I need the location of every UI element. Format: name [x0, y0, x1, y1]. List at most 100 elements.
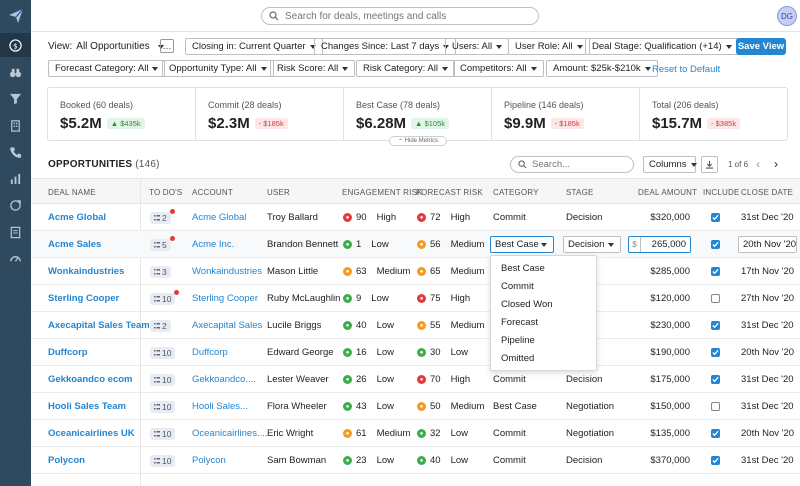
close-date-cell[interactable]: 31st Dec '20	[741, 212, 794, 223]
table-row[interactable]: Oceanicairlines UK 10 Oceanicairlines.... E…	[31, 420, 800, 447]
table-search[interactable]	[510, 156, 634, 173]
close-date-cell[interactable]: 31st Dec '20	[741, 320, 794, 331]
amount-input[interactable]: $265,000	[628, 236, 691, 253]
col-category[interactable]: CATEGORY	[493, 188, 539, 197]
columns-button[interactable]: Columns	[643, 156, 697, 173]
col-include[interactable]: INCLUDE	[703, 188, 740, 197]
sidebar-item-calls[interactable]	[0, 140, 31, 164]
table-row[interactable]: Gekkoandco ecom 10 Gekkoandco.... Lester We…	[31, 366, 800, 393]
chevron-left-icon[interactable]: ‹	[756, 157, 760, 171]
sidebar-item-analytics[interactable]	[0, 166, 31, 190]
filter-deal-stage[interactable]: Deal Stage: Qualification (+14)	[585, 38, 739, 55]
stage-cell[interactable]: Decision	[566, 455, 603, 466]
col-deal-amount[interactable]: DEAL AMOUNT	[638, 188, 698, 197]
deal-name-link[interactable]: Wonkaindustries	[48, 266, 125, 277]
filter-closing-in[interactable]: Closing in: Current Quarter	[185, 38, 323, 55]
dropdown-option-omitted[interactable]: Omitted	[501, 352, 535, 364]
global-search-input[interactable]	[285, 10, 525, 22]
sidebar-item-pipeline[interactable]	[0, 86, 31, 110]
amount-cell[interactable]: $190,000	[650, 347, 690, 358]
deal-name-link[interactable]: Axecapital Sales Team	[48, 320, 150, 331]
table-row[interactable]: Duffcorp 10 Duffcorp Edward George ● 16 Low ● 30…	[31, 339, 800, 366]
close-date-cell[interactable]: 20th Nov '20	[741, 428, 795, 439]
col-user[interactable]: USER	[267, 188, 291, 197]
account-link[interactable]: Duffcorp	[192, 347, 228, 358]
sidebar-item-dashboard[interactable]	[0, 246, 31, 270]
include-checkbox[interactable]	[711, 294, 720, 303]
close-date-cell[interactable]: 31st Dec '20	[741, 401, 794, 412]
include-checkbox[interactable]	[711, 402, 720, 411]
table-row[interactable]: Hooli Sales Team 10 Hooli Sales... Flora Wh…	[31, 393, 800, 420]
include-checkbox[interactable]	[711, 456, 720, 465]
export-button[interactable]	[701, 156, 718, 173]
view-selector[interactable]: View: All Opportunities	[48, 41, 164, 52]
close-date-cell[interactable]: 31st Dec '20	[741, 455, 794, 466]
amount-cell[interactable]: $320,000	[650, 212, 690, 223]
table-search-input[interactable]	[532, 159, 627, 170]
dropdown-option-forecast[interactable]: Forecast	[501, 316, 538, 328]
amount-cell[interactable]: $285,000	[650, 266, 690, 277]
stage-cell[interactable]: Decision	[566, 212, 603, 223]
account-link[interactable]: Polycon	[192, 455, 226, 466]
include-checkbox[interactable]	[711, 321, 720, 330]
table-row[interactable]: Polycon 10 Polycon Sam Bowman ● 23 Low ● 40 Low Co…	[31, 447, 800, 474]
category-cell[interactable]: Commit	[493, 428, 526, 439]
amount-cell[interactable]: $135,000	[650, 428, 690, 439]
hide-metrics-button[interactable]: ⌃ Hide Metrics	[389, 136, 447, 146]
category-cell[interactable]: Commit	[493, 455, 526, 466]
stage-select[interactable]: Decision	[563, 236, 621, 253]
todo-badge[interactable]: 2	[150, 319, 171, 332]
amount-cell[interactable]: $120,000	[650, 293, 690, 304]
include-checkbox[interactable]	[711, 213, 720, 222]
col-close-date[interactable]: CLOSE DATE	[741, 188, 794, 197]
account-link[interactable]: Acme Inc.	[192, 239, 235, 250]
more-options-button[interactable]: …	[160, 39, 174, 53]
col-stage[interactable]: STAGE	[566, 188, 594, 197]
close-date-cell[interactable]: 20th Nov '20	[741, 347, 795, 358]
deal-name-link[interactable]: Duffcorp	[48, 347, 88, 358]
avatar[interactable]: DG	[777, 6, 797, 26]
stage-cell[interactable]: Decision	[566, 374, 603, 385]
dropdown-option-commit[interactable]: Commit	[501, 280, 534, 292]
col-todos[interactable]: TO DO'S	[149, 188, 183, 197]
category-cell[interactable]: Best Case	[493, 401, 537, 412]
filter-risk-category[interactable]: Risk Category: All	[356, 60, 455, 77]
table-row[interactable]: Wonkaindustries 3 Wonkaindustries Mason Lit…	[31, 258, 800, 285]
table-row[interactable]: Sterling Cooper 10 Sterling Cooper Ruby McL…	[31, 285, 800, 312]
sidebar-item-deals[interactable]: $	[0, 33, 31, 57]
account-link[interactable]: Axecapital Sales	[192, 320, 263, 331]
col-engagement-risk[interactable]: ENGAGEMENT RISK	[342, 188, 423, 197]
include-checkbox[interactable]	[711, 375, 720, 384]
close-date-input[interactable]: 20th Nov '20	[738, 236, 797, 253]
col-deal-name[interactable]: DEAL NAME	[48, 188, 96, 197]
col-account[interactable]: ACCOUNT	[192, 188, 233, 197]
paper-plane-icon[interactable]	[8, 8, 24, 24]
todo-badge[interactable]: 3	[150, 265, 171, 278]
todo-badge[interactable]: 10	[150, 427, 176, 440]
deal-name-link[interactable]: Oceanicairlines UK	[48, 428, 135, 439]
deal-name-link[interactable]: Acme Sales	[48, 239, 102, 250]
todo-badge[interactable]: 5	[150, 235, 175, 251]
dropdown-option-pipeline[interactable]: Pipeline	[501, 334, 535, 346]
dropdown-option-best-case[interactable]: Best Case	[501, 262, 545, 274]
category-select[interactable]: Best Case	[490, 236, 554, 253]
reset-to-default-link[interactable]: Reset to Default	[652, 64, 721, 75]
account-link[interactable]: Oceanicairlines....	[192, 428, 268, 439]
filter-user-role[interactable]: User Role: All	[508, 38, 590, 55]
category-cell[interactable]: Commit	[493, 212, 526, 223]
sidebar-item-accounts[interactable]	[0, 113, 31, 137]
account-link[interactable]: Gekkoandco....	[192, 374, 256, 385]
filter-users[interactable]: Users: All	[445, 38, 510, 55]
filter-amount[interactable]: Amount: $25k-$210k	[546, 60, 658, 77]
todo-badge[interactable]: 10	[150, 400, 176, 413]
col-forecast-risk[interactable]: FORECAST RISK	[416, 188, 483, 197]
todo-badge[interactable]: 2	[150, 208, 175, 224]
include-checkbox[interactable]	[711, 429, 720, 438]
sidebar-item-activity[interactable]	[0, 193, 31, 217]
todo-badge[interactable]: 10	[150, 289, 180, 305]
amount-cell[interactable]: $175,000	[650, 374, 690, 385]
deal-name-link[interactable]: Gekkoandco ecom	[48, 374, 133, 385]
sidebar-item-insights[interactable]	[0, 60, 31, 84]
filter-competitors[interactable]: Competitors: All	[453, 60, 544, 77]
save-view-button[interactable]: Save View	[736, 38, 786, 55]
